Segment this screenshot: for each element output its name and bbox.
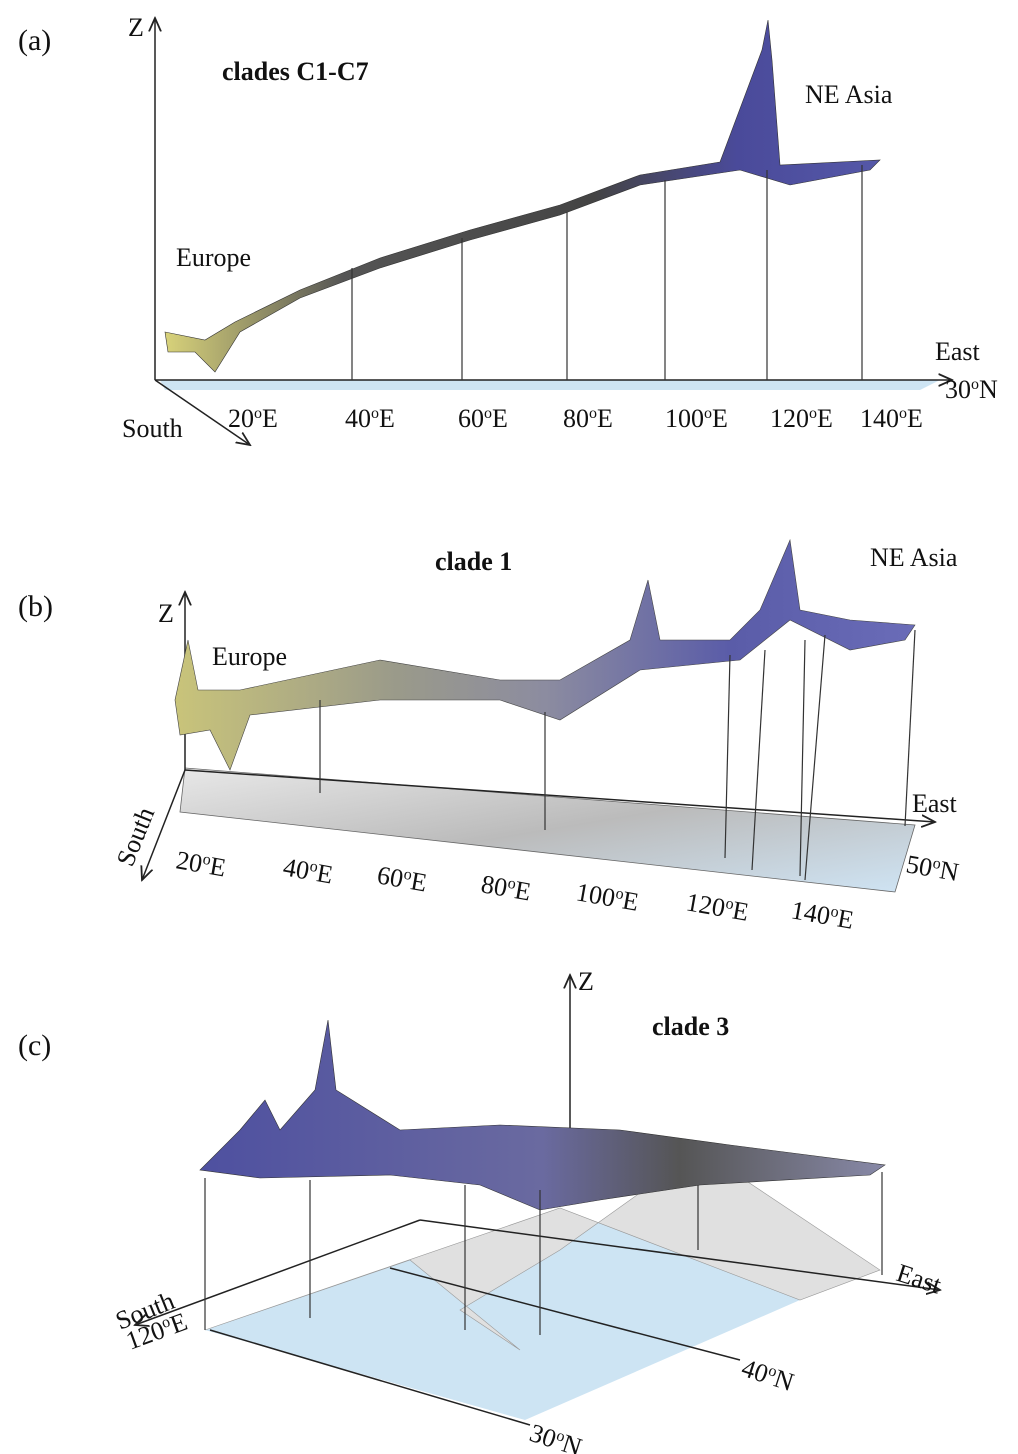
lon-tick-label: 60oE — [458, 404, 508, 433]
panel-b — [142, 540, 935, 892]
axis-label: East — [935, 337, 981, 366]
lon-tick-label: 140oE — [860, 404, 923, 433]
lat-tick-label: 30oN — [945, 375, 998, 404]
map-plane — [160, 380, 940, 390]
surface — [200, 1020, 885, 1210]
lon-tick-label: 20oE — [228, 404, 278, 433]
region-label: NE Asia — [870, 543, 958, 572]
lon-tick-label: 100oE — [665, 404, 728, 433]
lon-tick-label: 140oE — [789, 895, 856, 934]
region-label: NE Asia — [805, 80, 893, 109]
lat-tick-label: 40oN — [738, 1353, 797, 1397]
lon-tick-label: 80oE — [479, 869, 533, 906]
lon-tick-label: 120oE — [770, 404, 833, 433]
lon-tick-label: 40oE — [345, 404, 395, 433]
lon-tick-label: 40oE — [281, 852, 335, 889]
panel-label: (c) — [18, 1029, 51, 1062]
panel-label: (b) — [18, 590, 53, 623]
axis-label: Z — [578, 967, 594, 996]
panel-title: clade 1 — [435, 547, 512, 576]
axis-label: South — [111, 803, 161, 870]
region-label: Europe — [212, 642, 287, 671]
lon-tick-label: 60oE — [375, 860, 429, 897]
lon-tick-label: 20oE — [174, 845, 228, 882]
panel-title: clade 3 — [652, 1012, 729, 1041]
axis-label: South — [122, 414, 183, 443]
axis-label: East — [893, 1258, 945, 1300]
panel-c — [135, 975, 940, 1425]
figure: (a) clades C1-C7 Z East South Europe NE Asia 20… — [0, 0, 1018, 1454]
lon-tick-label: 120oE — [684, 887, 751, 926]
panel-label: (a) — [18, 24, 51, 57]
axis-label: East — [912, 789, 958, 818]
axis-label: Z — [158, 599, 174, 628]
lat-tick-label: 50oN — [904, 849, 961, 887]
axis-label: Z — [128, 13, 144, 42]
lat-tick-label: 30oN — [526, 1418, 585, 1454]
region-label: Europe — [176, 243, 251, 272]
panel-title: clades C1-C7 — [222, 57, 369, 86]
lon-tick-label: 80oE — [563, 404, 613, 433]
lon-tick-label: 100oE — [574, 877, 641, 916]
